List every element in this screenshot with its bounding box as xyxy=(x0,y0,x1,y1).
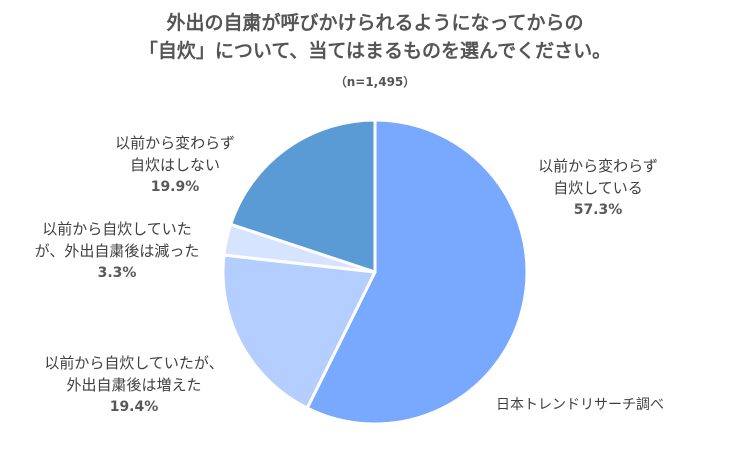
chart-title-line-1: 外出の自粛が呼びかけられるようになってからの xyxy=(166,12,584,34)
pie-slice-always-cook xyxy=(305,118,529,426)
slice-label-line: 以前から自炊していたが、 xyxy=(44,354,224,372)
slice-label-never-cook: 以前から変わらず 自炊はしない 19.9% xyxy=(90,132,260,198)
slice-label-line: が、外出自粛後は減った xyxy=(34,242,200,260)
slice-label-line: 自炊している xyxy=(553,179,643,197)
slice-label-line: 外出自粛後は増えた xyxy=(66,376,202,394)
slice-label-cook-decreased: 以前から自炊していた が、外出自粛後は減った 3.3% xyxy=(12,218,222,284)
source-note: 日本トレンドリサーチ調べ xyxy=(496,397,664,413)
slice-value-label: 19.9% xyxy=(150,179,200,195)
slice-label-cook-increased: 以前から自炊していたが、 外出自粛後は増えた 19.4% xyxy=(24,352,244,418)
slice-value-label: 19.4% xyxy=(109,399,159,415)
slice-label-line: 自炊はしない xyxy=(129,156,220,174)
slice-label-always-cook: 以前から変わらず 自炊している 57.3% xyxy=(518,155,678,221)
slice-label-line: 以前から自炊していた xyxy=(42,220,192,238)
slice-value-label: 3.3% xyxy=(97,265,137,281)
slice-label-line: 以前から変わらず xyxy=(538,157,658,175)
chart-subtitle: （n=1,495） xyxy=(334,75,416,89)
pie-slice-never-cook xyxy=(229,118,377,274)
slice-value-label: 57.3% xyxy=(573,202,623,218)
pie-slice-cook-increased xyxy=(221,253,377,410)
slice-label-line: 以前から変わらず xyxy=(115,134,235,152)
chart-title-line-2: 「自炊」について、当てはまるものを選んでください。 xyxy=(138,40,612,62)
